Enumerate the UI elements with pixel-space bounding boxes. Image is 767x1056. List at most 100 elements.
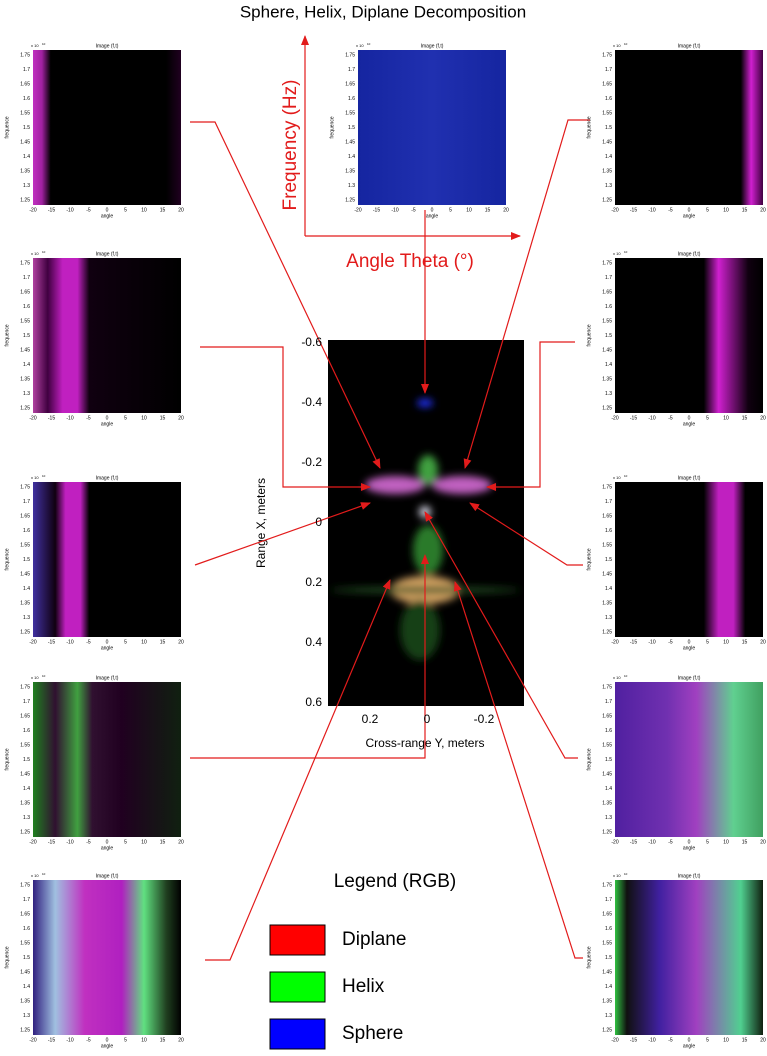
panel-x-tick-label: -20 [29, 415, 36, 421]
panel-x-tick-label: 20 [760, 415, 766, 421]
panel-exponent: x 10 [31, 475, 39, 480]
panel-y-tick-label: 1.65 [602, 289, 612, 295]
small-panel: Image (f,t)x 10 10frequenceangle1.751.71.… [586, 474, 766, 652]
panel-x-label: angle [683, 845, 695, 851]
panel-y-tick-label: 1.6 [348, 96, 355, 102]
panel-x-tick-label: 0 [106, 207, 109, 213]
panel-x-tick-label: 20 [760, 1037, 766, 1043]
panel-y-tick-label: 1.45 [602, 347, 612, 353]
panel-x-tick-label: -15 [630, 415, 637, 421]
panel-y-tick-label: 1.65 [602, 713, 612, 719]
panel-x-tick-label: -5 [86, 839, 91, 845]
panel-x-tick-label: -5 [668, 415, 673, 421]
panel-exponent-power: 10 [624, 250, 628, 254]
panel-y-tick-label: 1.3 [348, 183, 355, 189]
panel-y-tick-label: 1.55 [602, 542, 612, 548]
panel-y-tick-label: 1.7 [605, 897, 612, 903]
panel-exponent-power: 10 [367, 42, 371, 46]
panel-x-tick-label: 5 [124, 839, 127, 845]
panel-y-tick-label: 1.3 [605, 815, 612, 821]
panel-exponent: x 10 [613, 873, 621, 878]
panel-x-tick-label: -15 [630, 1037, 637, 1043]
panel-x-tick-label: -5 [668, 639, 673, 645]
panel-y-tick-label: 1.3 [605, 615, 612, 621]
panel-y-tick-label: 1.5 [23, 125, 30, 131]
panel-x-tick-label: -20 [29, 207, 36, 213]
panel-y-tick-label: 1.75 [20, 260, 30, 266]
panel-x-tick-label: 5 [124, 207, 127, 213]
panel-exponent-power: 10 [42, 872, 46, 876]
panel-x-tick-label: 5 [124, 415, 127, 421]
panel-y-tick-label: 1.55 [345, 110, 355, 116]
panel-exponent-power: 10 [42, 674, 46, 678]
panel-x-tick-label: -20 [29, 839, 36, 845]
panel-y-tick-label: 1.55 [602, 742, 612, 748]
panel-y-tick-label: 1.7 [23, 67, 30, 73]
panel-x-tick-label: -20 [611, 639, 618, 645]
legend-label: Diplane [342, 929, 406, 950]
panel-x-tick-label: 15 [160, 415, 166, 421]
panel-x-tick-label: -5 [86, 207, 91, 213]
panel-x-tick-label: 10 [723, 1037, 729, 1043]
panel-y-tick-label: 1.6 [23, 728, 30, 734]
panel-x-tick-label: 20 [760, 839, 766, 845]
panel-x-tick-label: 5 [124, 639, 127, 645]
panel-x-tick-label: -15 [630, 639, 637, 645]
panel-y-tick-label: 1.4 [23, 786, 30, 792]
panel-y-tick-label: 1.45 [20, 139, 30, 145]
panel-exponent-power: 10 [624, 474, 628, 478]
panel-x-tick-label: 20 [178, 415, 184, 421]
center-x-tick-label: -0.2 [474, 712, 495, 726]
panel-y-label: frequence [4, 548, 10, 570]
panel-x-label: angle [101, 845, 113, 851]
panel-y-tick-label: 1.75 [20, 684, 30, 690]
panel-y-tick-label: 1.4 [605, 984, 612, 990]
panel-x-tick-label: -5 [86, 1037, 91, 1043]
panel-y-label: frequence [586, 748, 592, 770]
panel-y-tick-label: 1.6 [605, 304, 612, 310]
legend-title: Legend (RGB) [334, 871, 457, 892]
panel-x-tick-label: -15 [373, 207, 380, 213]
panel-y-tick-label: 1.7 [605, 67, 612, 73]
panel-x-tick-label: -10 [391, 207, 398, 213]
panel-x-tick-label: -15 [48, 415, 55, 421]
panel-title: Image (f,t) [96, 251, 119, 257]
panel-x-label: angle [101, 645, 113, 651]
panel-y-tick-label: 1.65 [602, 513, 612, 519]
panel-x-tick-label: 5 [706, 1037, 709, 1043]
panel-y-tick-label: 1.45 [602, 139, 612, 145]
panel-x-tick-label: -20 [611, 1037, 618, 1043]
panel-x-tick-label: -10 [648, 639, 655, 645]
panel-x-label: angle [683, 645, 695, 651]
panel-y-tick-label: 1.75 [20, 52, 30, 58]
panel-y-tick-label: 1.35 [20, 998, 30, 1004]
panel-y-tick-label: 1.6 [23, 96, 30, 102]
panel-x-tick-label: 20 [760, 639, 766, 645]
panel-x-tick-label: -15 [48, 1037, 55, 1043]
panel-y-tick-label: 1.35 [20, 800, 30, 806]
panel-y-tick-label: 1.6 [23, 926, 30, 932]
panel-y-tick-label: 1.75 [20, 882, 30, 888]
panel-y-tick-label: 1.5 [348, 125, 355, 131]
panel-x-tick-label: 10 [141, 415, 147, 421]
panel-x-tick-label: -5 [668, 207, 673, 213]
center-y-tick-label: 0.4 [305, 635, 322, 649]
small-panel: Image (f,t)x 10 10frequenceangle1.751.71.… [586, 42, 766, 220]
panel-title: Image (f,t) [678, 675, 701, 681]
panel-y-tick-label: 1.75 [345, 52, 355, 58]
center-y-tick-label: 0.6 [305, 695, 322, 709]
panel-y-tick-label: 1.65 [20, 81, 30, 87]
panel-x-tick-label: -20 [29, 1037, 36, 1043]
panel-y-tick-label: 1.55 [20, 940, 30, 946]
legend-label: Sphere [342, 1023, 403, 1044]
panel-x-tick-label: 0 [106, 415, 109, 421]
panel-image [358, 50, 506, 205]
panel-x-tick-label: -10 [66, 639, 73, 645]
panel-x-tick-label: 5 [706, 839, 709, 845]
panel-y-label: frequence [586, 324, 592, 346]
panel-x-tick-label: -15 [48, 639, 55, 645]
panel-y-tick-label: 1.4 [348, 154, 355, 160]
panel-y-tick-label: 1.55 [20, 318, 30, 324]
panel-x-tick-label: 15 [160, 839, 166, 845]
panel-x-tick-label: -10 [66, 839, 73, 845]
